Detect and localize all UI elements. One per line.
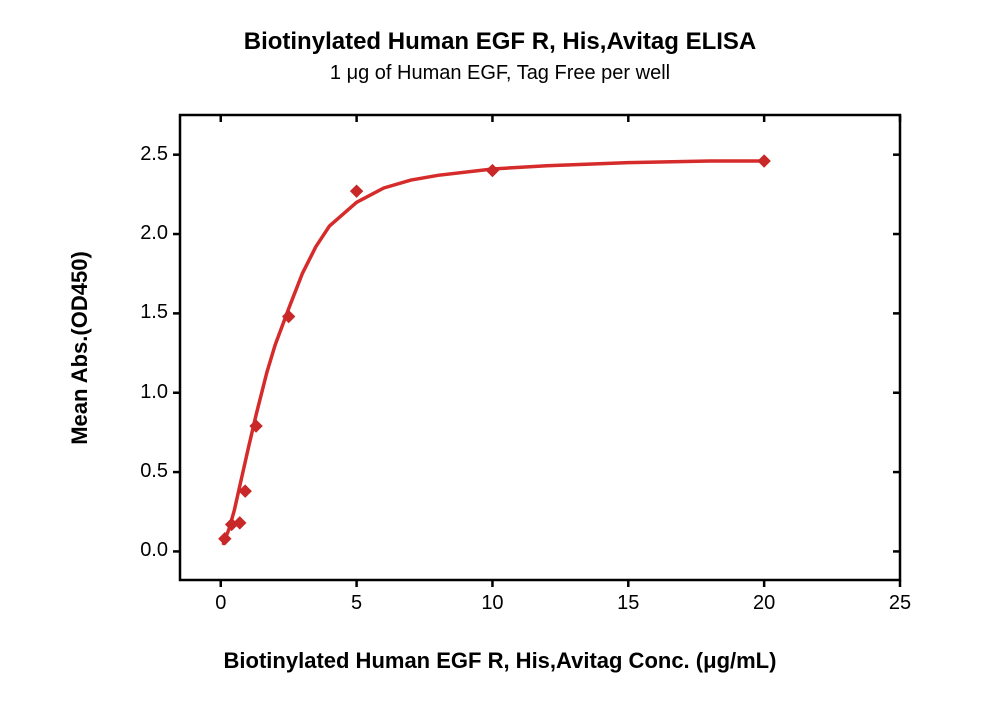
y-tick-label: 2.0 [120,222,168,245]
x-tick-label: 0 [196,592,246,615]
x-tick-label: 10 [467,592,517,615]
chart-container: Biotinylated Human EGF R, His,Avitag ELI… [0,0,1000,702]
x-tick-label: 20 [739,592,789,615]
x-tick-label: 15 [603,592,653,615]
y-tick-label: 0.0 [120,539,168,562]
x-tick-label: 25 [875,592,925,615]
x-axis-label: Biotinylated Human EGF R, His,Avitag Con… [0,648,1000,674]
plot-frame [180,115,900,580]
x-tick-label: 5 [332,592,382,615]
y-tick-label: 0.5 [120,460,168,483]
y-axis-label: Mean Abs.(OD450) [67,248,93,448]
y-tick-label: 1.0 [120,381,168,404]
y-tick-label: 1.5 [120,301,168,324]
y-tick-label: 2.5 [120,143,168,166]
